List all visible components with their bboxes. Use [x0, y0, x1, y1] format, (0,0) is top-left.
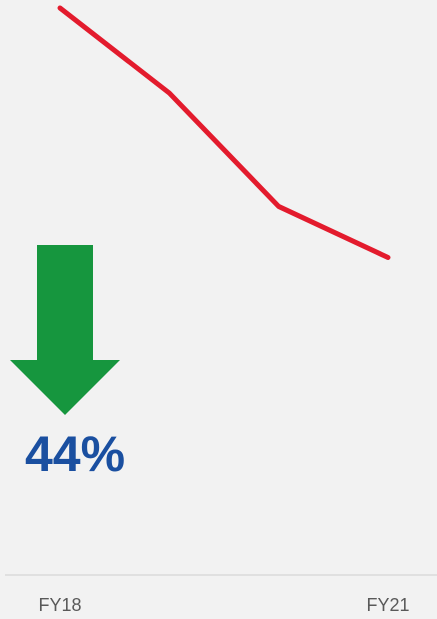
down-arrow — [10, 245, 120, 415]
line — [57, 5, 391, 260]
x-tick-label: FY18 — [38, 595, 81, 615]
annotation: 44% — [25, 426, 125, 482]
x-tick-label: FY21 — [366, 595, 409, 615]
